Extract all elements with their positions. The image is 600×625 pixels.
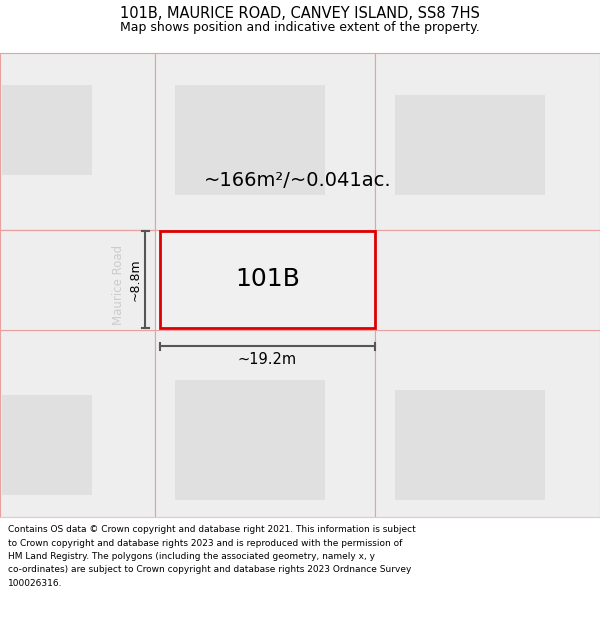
Bar: [176, 247, 359, 312]
Text: Map shows position and indicative extent of the property.: Map shows position and indicative extent…: [120, 21, 480, 34]
Bar: [395, 390, 545, 500]
Bar: [160, 231, 375, 328]
Text: Contains OS data © Crown copyright and database right 2021. This information is : Contains OS data © Crown copyright and d…: [0, 624, 1, 625]
Bar: [2, 85, 92, 175]
Text: 100026316.: 100026316.: [8, 579, 62, 588]
Text: 101B, MAURICE ROAD, CANVEY ISLAND, SS8 7HS: 101B, MAURICE ROAD, CANVEY ISLAND, SS8 7…: [120, 6, 480, 21]
Bar: [0, 53, 600, 517]
Bar: [0, 330, 155, 517]
Bar: [0, 53, 155, 517]
Bar: [155, 330, 375, 517]
Bar: [375, 230, 600, 330]
Text: co-ordinates) are subject to Crown copyright and database rights 2023 Ordnance S: co-ordinates) are subject to Crown copyr…: [8, 566, 412, 574]
Text: ~19.2m: ~19.2m: [238, 352, 297, 367]
Bar: [155, 53, 375, 230]
Bar: [375, 330, 600, 517]
Text: 101B: 101B: [235, 268, 300, 291]
Text: ~8.8m: ~8.8m: [128, 258, 142, 301]
Bar: [175, 85, 325, 195]
Text: HM Land Registry. The polygons (including the associated geometry, namely x, y: HM Land Registry. The polygons (includin…: [8, 552, 375, 561]
Text: to Crown copyright and database rights 2023 and is reproduced with the permissio: to Crown copyright and database rights 2…: [8, 539, 403, 548]
Text: Contains OS data © Crown copyright and database right 2021. This information is : Contains OS data © Crown copyright and d…: [8, 525, 416, 534]
Bar: [0, 230, 155, 330]
Bar: [395, 95, 545, 195]
Text: Maurice Road: Maurice Road: [112, 245, 125, 325]
Bar: [0, 53, 155, 230]
Bar: [2, 395, 92, 495]
Text: ~166m²/~0.041ac.: ~166m²/~0.041ac.: [203, 171, 391, 191]
Bar: [175, 380, 325, 500]
Bar: [375, 53, 600, 230]
